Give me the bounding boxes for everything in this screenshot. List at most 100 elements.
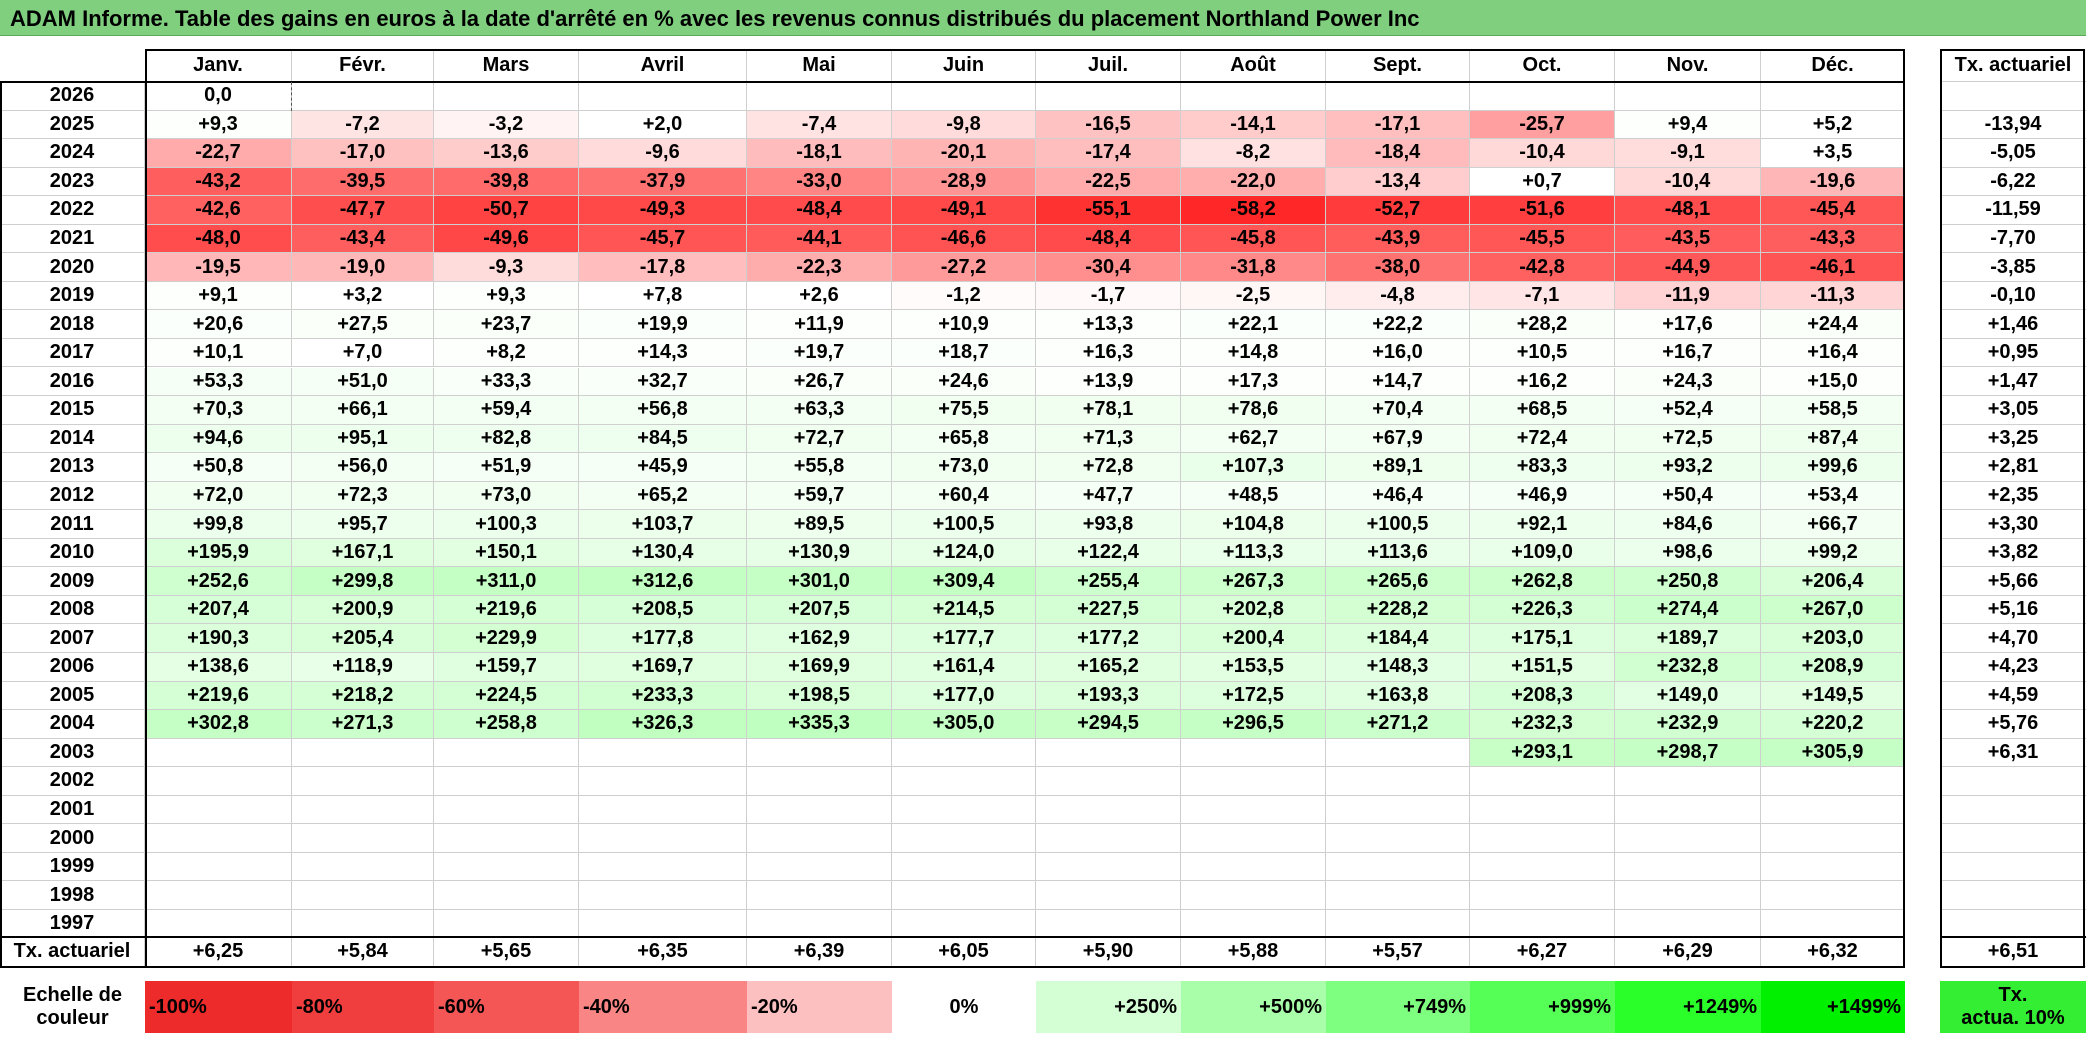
year-label: 1998 [0,881,145,910]
gain-cell [1181,738,1326,768]
gain-cell: +45,9 [579,453,747,482]
month-header: Oct. [1470,49,1615,82]
month-header: Déc. [1761,49,1905,82]
gain-cell: -9,8 [892,110,1036,140]
gain-cell: -45,8 [1181,224,1326,254]
gain-cell: +62,7 [1181,424,1326,454]
rule [0,82,2,968]
gain-cell [1036,881,1181,910]
gain-cell: +163,8 [1326,681,1470,711]
gain-cell: +214,5 [892,595,1036,625]
gain-cell: -17,4 [1036,139,1181,168]
gain-cell: +118,9 [292,653,434,682]
gain-cell: -22,5 [1036,167,1181,197]
gain-cell [145,852,292,882]
gain-cell: +104,8 [1181,510,1326,539]
gain-cell [1326,767,1470,796]
row-tx-actuariel [1940,82,2086,111]
row-tx-actuariel: -11,59 [1940,196,2086,225]
gain-cell: +184,4 [1326,624,1470,653]
gain-cell [434,881,579,910]
gain-cell: -45,7 [579,224,747,254]
gain-cell: +75,5 [892,396,1036,425]
gain-cell: -30,4 [1036,253,1181,282]
gain-cell: +95,1 [292,424,434,454]
legend-swatch: -60% [434,981,579,1033]
gain-cell: -39,8 [434,167,579,197]
gain-cell: +161,4 [892,653,1036,682]
gain-cell: +150,1 [434,538,579,568]
gain-cell: +89,1 [1326,453,1470,482]
gain-cell: -17,1 [1326,110,1470,140]
row-tx-actuariel [1940,824,2086,853]
gain-cell [292,795,434,825]
gain-cell: -58,2 [1181,196,1326,225]
gain-cell: -14,1 [1181,110,1326,140]
gain-cell: +298,7 [1615,738,1761,768]
gain-cell: +190,3 [145,624,292,653]
rule [145,936,1905,938]
gain-cell: -50,7 [434,196,579,225]
gain-cell: +24,4 [1761,310,1905,339]
gain-cell [1615,82,1761,111]
month-header: Nov. [1615,49,1761,82]
gain-cell: +177,8 [579,624,747,653]
gain-cell [1181,82,1326,111]
legend-label-line1: Echelle de [23,984,122,1006]
rule [0,81,145,83]
gain-cell: -9,6 [579,139,747,168]
gain-cell: +16,4 [1761,338,1905,368]
year-label: 2022 [0,196,145,225]
row-tx-actuariel: +3,25 [1940,425,2086,454]
gain-cell [747,767,892,796]
gain-cell: -17,8 [579,253,747,282]
gain-cell: +205,4 [292,624,434,653]
gain-cell: +84,5 [579,424,747,454]
gain-cell: -19,5 [145,253,292,282]
gain-cell: -3,2 [434,110,579,140]
gain-cell: +51,0 [292,367,434,397]
gain-cell [1036,767,1181,796]
gain-cell [1615,909,1761,939]
gain-cell [1036,738,1181,768]
year-label: 2018 [0,310,145,339]
gain-cell: +33,3 [434,367,579,397]
gain-cell: +207,5 [747,595,892,625]
gain-cell: -44,9 [1615,253,1761,282]
gain-cell [1181,824,1326,853]
gain-cell [1181,795,1326,825]
row-tx-actuariel: +4,59 [1940,682,2086,711]
gain-cell: +9,4 [1615,110,1761,140]
gain-cell [1761,82,1905,111]
month-header: Avril [579,49,747,82]
gain-cell: -44,1 [747,224,892,254]
year-label: 2019 [0,281,145,311]
gain-cell: +11,9 [747,310,892,339]
gain-cell: +267,0 [1761,595,1905,625]
gain-cell: -4,8 [1326,281,1470,311]
dashed-marker [291,82,292,111]
gain-cell [292,909,434,939]
gain-cell: +113,3 [1181,538,1326,568]
gain-cell: +107,3 [1181,453,1326,482]
gain-cell: -43,4 [292,224,434,254]
gain-cell: +63,3 [747,396,892,425]
tx-actuariel-header: Tx. actuariel [1940,49,2086,82]
gain-cell: +67,9 [1326,424,1470,454]
gain-cell: +265,6 [1326,567,1470,596]
gain-cell [747,738,892,768]
gain-cell [1615,881,1761,910]
gain-cell: +8,2 [434,338,579,368]
gain-cell: +7,0 [292,338,434,368]
gain-cell: +10,1 [145,338,292,368]
gain-cell: +52,4 [1615,396,1761,425]
gain-cell: +255,4 [1036,567,1181,596]
report-title: ADAM Informe. Table des gains en euros à… [10,6,1420,31]
gain-cell [1326,738,1470,768]
gain-cell: +10,9 [892,310,1036,339]
gain-cell: +177,2 [1036,624,1181,653]
gain-cell: -45,4 [1761,196,1905,225]
month-header: Juil. [1036,49,1181,82]
gain-cell: +228,2 [1326,595,1470,625]
gain-cell: +20,6 [145,310,292,339]
